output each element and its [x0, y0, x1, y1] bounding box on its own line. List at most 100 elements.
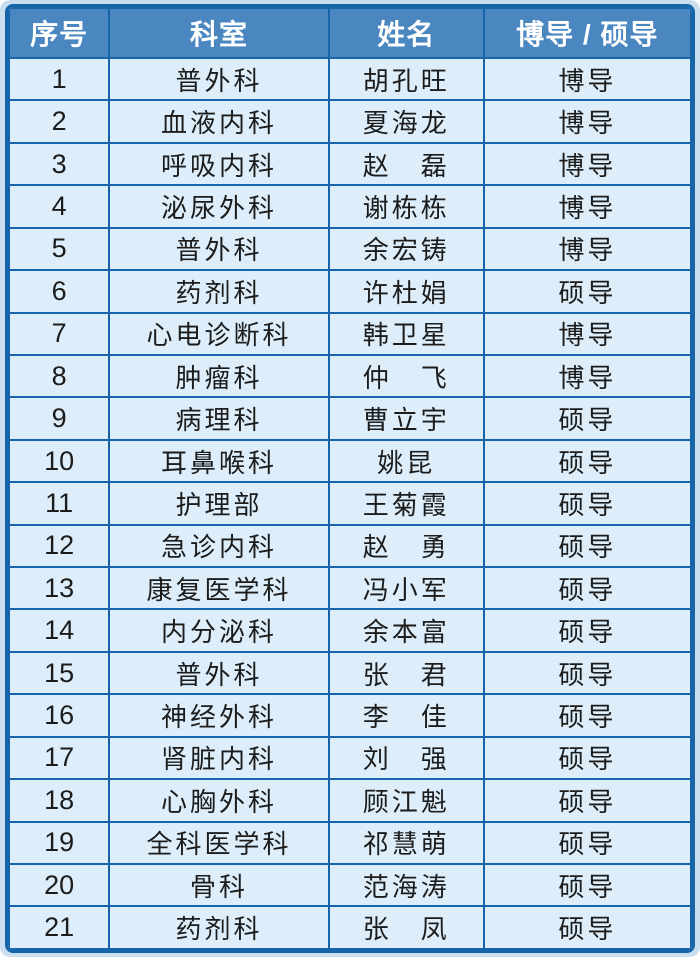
column-header-supervisor-type: 博导 / 硕导 [482, 7, 692, 59]
table-row: 13 康复医学科 冯小军 硕导 [8, 566, 692, 611]
table-row: 5 普外科 余宏铸 博导 [8, 226, 692, 272]
supervisor-type-cell: 硕导 [482, 269, 692, 314]
table-row: 19 全科医学科 祁慧萌 硕导 [8, 820, 692, 866]
supervisor-type-cell: 硕导 [482, 650, 692, 696]
department-cell: 骨科 [108, 863, 330, 908]
table-body: 1 普外科 胡孔旺 博导 2 血液内科 夏海龙 博导 3 呼吸内科赵 磊博导 4 泌尿外科 谢栋栋 博导 5… [8, 56, 692, 950]
department-cell: 普外科 [108, 650, 330, 696]
row-number-cell: 5 [8, 226, 111, 272]
supervisor-type-cell: 硕导 [482, 693, 692, 738]
supervisor-type-cell: 博导 [482, 353, 692, 399]
table-row: 17 肾脏内科刘 强硕导 [8, 735, 692, 781]
row-number-cell: 9 [8, 396, 111, 441]
department-cell: 药剂科 [108, 269, 330, 314]
department-cell: 急诊内科 [108, 523, 330, 569]
table-row: 12 急诊内科赵 勇硕导 [8, 523, 692, 569]
department-cell: 普外科 [108, 226, 330, 272]
name-cell: 王菊霞 [327, 481, 485, 526]
department-cell: 普外科 [108, 56, 330, 102]
department-cell: 耳鼻喉科 [108, 438, 330, 484]
table-row: 2 血液内科 夏海龙 博导 [8, 99, 692, 144]
department-cell: 心电诊断科 [108, 311, 330, 356]
name-cell: 余本富 [327, 608, 485, 653]
department-cell: 呼吸内科 [108, 141, 330, 187]
column-header-department: 科室 [108, 7, 330, 59]
name-cell: 李 佳 [327, 693, 485, 738]
row-number-cell: 18 [8, 778, 111, 823]
department-cell: 护理部 [108, 481, 330, 526]
supervisor-table-wrap: 序号 科室 姓名 博导 / 硕导 1 普外科 胡孔旺 博导 2 血液内科 夏海龙 博导 3 呼吸内… [5, 4, 695, 953]
row-number-cell: 2 [8, 99, 111, 144]
row-number-cell: 11 [8, 481, 111, 526]
row-number-cell: 4 [8, 184, 111, 229]
supervisor-type-cell: 硕导 [482, 778, 692, 823]
table-row: 4 泌尿外科 谢栋栋 博导 [8, 184, 692, 229]
row-number-cell: 1 [8, 56, 111, 102]
name-cell: 仲 飞 [327, 353, 485, 399]
name-cell: 谢栋栋 [327, 184, 485, 229]
department-cell: 内分泌科 [108, 608, 330, 653]
row-number-cell: 17 [8, 735, 111, 781]
name-cell: 顾江魁 [327, 778, 485, 823]
department-cell: 全科医学科 [108, 820, 330, 866]
name-cell: 刘 强 [327, 735, 485, 781]
name-cell: 韩卫星 [327, 311, 485, 356]
table-row: 8 肿瘤科仲 飞博导 [8, 353, 692, 399]
table-row: 11 护理部 王菊霞 硕导 [8, 481, 692, 526]
supervisor-type-cell: 博导 [482, 184, 692, 229]
table-row: 16 神经外科李 佳硕导 [8, 693, 692, 738]
name-cell: 赵 勇 [327, 523, 485, 569]
supervisor-type-cell: 博导 [482, 99, 692, 144]
department-cell: 肿瘤科 [108, 353, 330, 399]
name-cell: 许杜娟 [327, 269, 485, 314]
supervisor-type-cell: 硕导 [482, 608, 692, 653]
name-cell: 祁慧萌 [327, 820, 485, 866]
name-cell: 冯小军 [327, 566, 485, 611]
department-cell: 康复医学科 [108, 566, 330, 611]
department-cell: 血液内科 [108, 99, 330, 144]
row-number-cell: 3 [8, 141, 111, 187]
column-header-name: 姓名 [327, 7, 485, 59]
header-row: 序号 科室 姓名 博导 / 硕导 [8, 7, 692, 59]
row-number-cell: 19 [8, 820, 111, 866]
table-row: 1 普外科 胡孔旺 博导 [8, 56, 692, 102]
table-header: 序号 科室 姓名 博导 / 硕导 [8, 7, 692, 59]
department-cell: 药剂科 [108, 905, 330, 950]
department-cell: 泌尿外科 [108, 184, 330, 229]
supervisor-type-cell: 硕导 [482, 396, 692, 441]
name-cell: 姚昆 [327, 438, 485, 484]
row-number-cell: 15 [8, 650, 111, 696]
name-cell: 张 君 [327, 650, 485, 696]
supervisor-type-cell: 硕导 [482, 820, 692, 866]
supervisor-type-cell: 硕导 [482, 566, 692, 611]
department-cell: 神经外科 [108, 693, 330, 738]
row-number-cell: 21 [8, 905, 111, 950]
name-cell: 余宏铸 [327, 226, 485, 272]
column-header-index: 序号 [8, 7, 111, 59]
department-cell: 肾脏内科 [108, 735, 330, 781]
row-number-cell: 6 [8, 269, 111, 314]
name-cell: 赵 磊 [327, 141, 485, 187]
supervisor-type-cell: 硕导 [482, 863, 692, 908]
supervisor-type-cell: 博导 [482, 226, 692, 272]
supervisor-table: 序号 科室 姓名 博导 / 硕导 1 普外科 胡孔旺 博导 2 血液内科 夏海龙 博导 3 呼吸内… [8, 7, 692, 950]
row-number-cell: 20 [8, 863, 111, 908]
supervisor-type-cell: 博导 [482, 141, 692, 187]
supervisor-type-cell: 硕导 [482, 905, 692, 950]
row-number-cell: 10 [8, 438, 111, 484]
table-row: 7 心电诊断科 韩卫星 博导 [8, 311, 692, 356]
name-cell: 范海涛 [327, 863, 485, 908]
name-cell: 胡孔旺 [327, 56, 485, 102]
table-row: 14 内分泌科 余本富 硕导 [8, 608, 692, 653]
name-cell: 曹立宇 [327, 396, 485, 441]
row-number-cell: 12 [8, 523, 111, 569]
row-number-cell: 7 [8, 311, 111, 356]
table-row: 20 骨科 范海涛 硕导 [8, 863, 692, 908]
department-cell: 病理科 [108, 396, 330, 441]
table-row: 18 心胸外科 顾江魁 硕导 [8, 778, 692, 823]
table-row: 15 普外科张 君硕导 [8, 650, 692, 696]
supervisor-type-cell: 硕导 [482, 438, 692, 484]
row-number-cell: 14 [8, 608, 111, 653]
table-row: 10 耳鼻喉科 姚昆 硕导 [8, 438, 692, 484]
